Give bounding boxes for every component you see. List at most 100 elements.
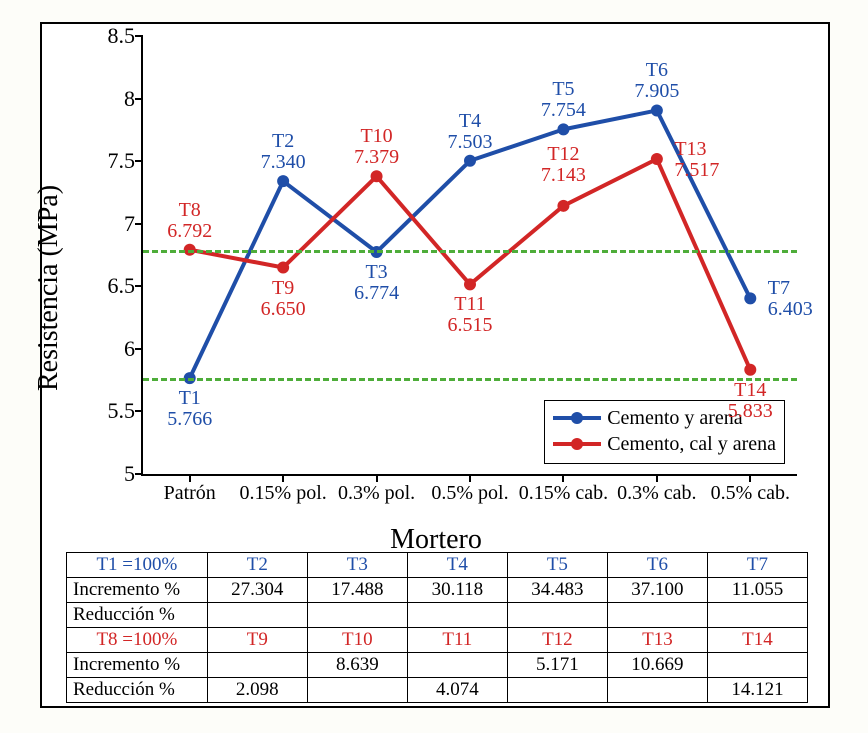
reference-line (143, 250, 797, 253)
y-tick-mark (135, 285, 143, 287)
point-id: T7 (768, 278, 813, 299)
table-cell: T3 (307, 553, 407, 578)
table-cell: 17.488 (307, 578, 407, 603)
point-id: T5 (541, 79, 586, 100)
point-id: T8 (167, 200, 212, 221)
point-value: 7.754 (541, 100, 586, 121)
plot-region: Cemento y arenaCemento, cal y arena 55.5… (141, 36, 797, 476)
point-label: T27.340 (261, 131, 306, 173)
table-row: Incremento %8.6395.17110.669 (67, 653, 808, 678)
table-cell: 2.098 (207, 678, 307, 703)
point-label: T137.517 (674, 139, 719, 181)
series-marker (464, 278, 476, 290)
table-cell: T13 (607, 628, 707, 653)
point-value: 6.515 (448, 315, 493, 336)
table-cell: T4 (407, 553, 507, 578)
point-value: 7.143 (541, 165, 586, 186)
y-tick-mark (135, 473, 143, 475)
table-cell: T14 (707, 628, 807, 653)
point-value: 7.340 (261, 152, 306, 173)
series-marker (651, 104, 663, 116)
series-marker (744, 292, 756, 304)
point-label: T86.792 (167, 200, 212, 242)
table-cell (707, 603, 807, 628)
point-label: T76.403 (768, 278, 813, 320)
point-label: T36.774 (354, 262, 399, 304)
point-label: T145.833 (728, 380, 773, 422)
table-row-label: Reducción % (67, 603, 208, 628)
table-cell: T10 (307, 628, 407, 653)
point-id: T13 (674, 139, 719, 160)
table-row: T8 =100%T9T10T11T12T13T14 (67, 628, 808, 653)
table-cell (307, 603, 407, 628)
legend-label: Cemento y arena (607, 407, 743, 430)
series-marker (651, 153, 663, 165)
point-label: T15.766 (167, 388, 212, 430)
table-row: Reducción %2.098 4.074 14.121 (67, 678, 808, 703)
table-cell (407, 653, 507, 678)
series-marker (744, 364, 756, 376)
table-cell (707, 653, 807, 678)
table-cell: T9 (207, 628, 307, 653)
point-label: T47.503 (448, 111, 493, 153)
table-cell (307, 678, 407, 703)
table-cell (607, 678, 707, 703)
y-tick-mark (135, 410, 143, 412)
table-cell: 14.121 (707, 678, 807, 703)
y-tick-mark (135, 160, 143, 162)
reference-line (143, 378, 797, 381)
series-line (190, 159, 751, 370)
point-id: T3 (354, 262, 399, 283)
table-row: Incremento %27.30417.48830.11834.48337.1… (67, 578, 808, 603)
table-cell: 4.074 (407, 678, 507, 703)
series-marker (557, 200, 569, 212)
series-marker (464, 155, 476, 167)
point-label: T127.143 (541, 144, 586, 186)
point-value: 6.792 (167, 221, 212, 242)
legend-swatch (553, 434, 601, 454)
chart-area: Resistencia (MPa) Cemento y arenaCemento… (55, 28, 817, 548)
table-cell (207, 603, 307, 628)
x-tick-mark (749, 474, 751, 482)
point-value: 7.503 (448, 132, 493, 153)
point-id: T4 (448, 111, 493, 132)
table-cell: 30.118 (407, 578, 507, 603)
point-label: T96.650 (261, 278, 306, 320)
legend-label: Cemento, cal y arena (607, 433, 776, 456)
table-row-label: T8 =100% (67, 628, 208, 653)
table-row-label: Incremento % (67, 653, 208, 678)
table-cell: T6 (607, 553, 707, 578)
table-cell: 11.055 (707, 578, 807, 603)
y-tick-mark (135, 348, 143, 350)
y-tick-mark (135, 35, 143, 37)
point-value: 6.650 (261, 299, 306, 320)
series-marker (371, 170, 383, 182)
table-cell (507, 678, 607, 703)
legend-swatch (553, 408, 601, 428)
y-tick-mark (135, 98, 143, 100)
table-cell: 27.304 (207, 578, 307, 603)
table-row-label: Incremento % (67, 578, 208, 603)
point-id: T14 (728, 380, 773, 401)
table-cell (607, 603, 707, 628)
series-marker (557, 123, 569, 135)
point-label: T116.515 (448, 294, 493, 336)
point-id: T1 (167, 388, 212, 409)
table-row-label: T1 =100% (67, 553, 208, 578)
table-row-label: Reducción % (67, 678, 208, 703)
point-value: 5.833 (728, 401, 773, 422)
table-cell (507, 603, 607, 628)
point-id: T11 (448, 294, 493, 315)
point-value: 7.905 (634, 81, 679, 102)
x-tick-mark (562, 474, 564, 482)
point-value: 5.766 (167, 409, 212, 430)
point-value: 7.517 (674, 160, 719, 181)
point-label: T67.905 (634, 60, 679, 102)
x-tick-mark (469, 474, 471, 482)
x-tick-mark (376, 474, 378, 482)
point-value: 7.379 (354, 147, 399, 168)
point-id: T9 (261, 278, 306, 299)
point-id: T6 (634, 60, 679, 81)
table-cell: 5.171 (507, 653, 607, 678)
table-cell: 8.639 (307, 653, 407, 678)
